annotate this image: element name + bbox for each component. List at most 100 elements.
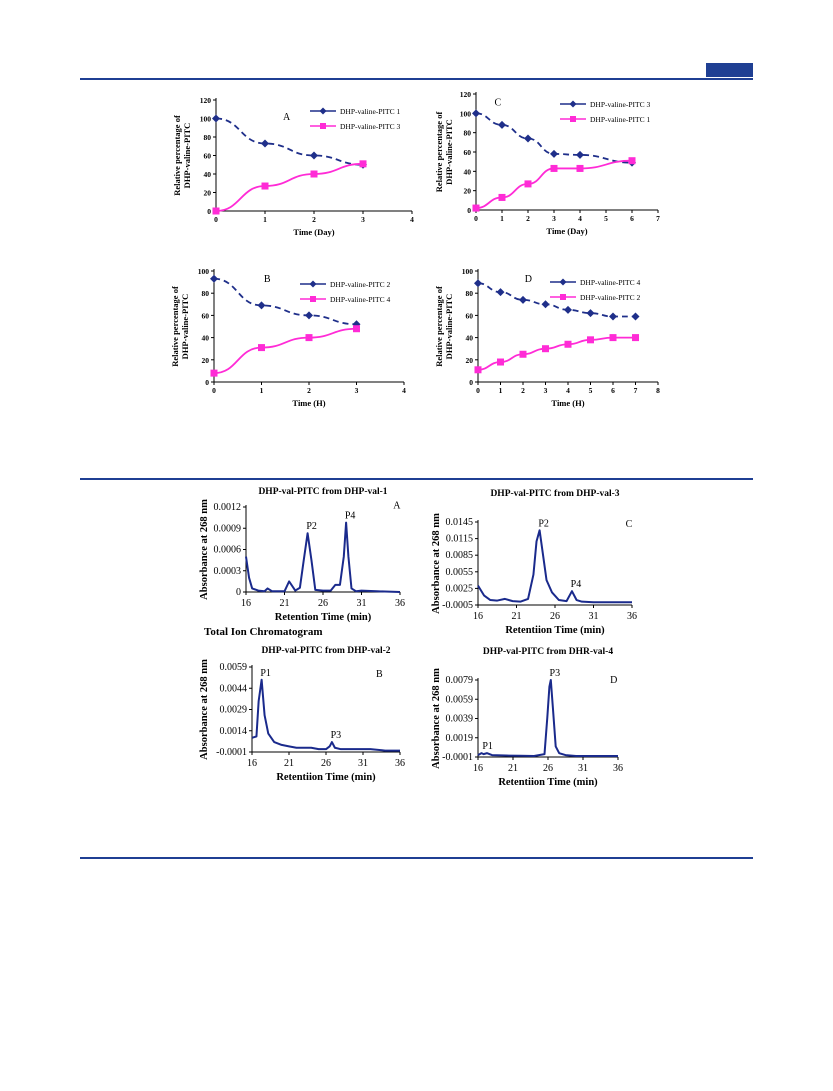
y-tick-label: 40: [464, 167, 472, 176]
series-line-1: [215, 117, 364, 166]
y-tick-label: 40: [466, 334, 474, 343]
x-tick-label: 7: [634, 386, 638, 395]
y-tick-label: 80: [202, 289, 210, 298]
y-tick-label: 80: [204, 133, 212, 142]
panel-label: D: [610, 675, 617, 686]
peak-label: P2: [306, 521, 317, 532]
y-tick-label: 80: [464, 129, 472, 138]
bottom-rule: [80, 857, 753, 859]
y-tick-label: 0: [205, 378, 209, 387]
data-point-square: [587, 336, 594, 344]
y-tick-label: 40: [202, 334, 210, 343]
data-point-diamond: [586, 309, 595, 318]
data-point-square: [632, 334, 639, 342]
legend-label: DHP-valine-PITC 4: [580, 278, 640, 287]
y-tick-label: 60: [202, 311, 210, 320]
panel-label: A: [393, 501, 401, 512]
x-tick-label: 4: [402, 386, 406, 395]
y-tick-label: 0.0059: [446, 694, 474, 705]
panel-label: C: [626, 519, 633, 530]
y-axis-label: Absorbance at 268 nm: [199, 499, 210, 600]
data-point-square: [519, 350, 527, 358]
y-tick-label: -0.0001: [216, 747, 247, 758]
legend-marker: [320, 123, 326, 129]
legend-label: DHP-valine-PITC 4: [330, 295, 390, 304]
x-tick-label: 8: [656, 386, 660, 395]
y-tick-label: 0.0003: [214, 566, 242, 577]
peak-label: P3: [331, 730, 342, 741]
y-tick-label: 20: [202, 356, 210, 365]
y-tick-label: 0.0059: [220, 662, 248, 673]
data-point-square: [359, 160, 367, 168]
data-point-diamond: [212, 114, 220, 123]
legend-marker: [570, 116, 576, 122]
x-tick-label: 21: [280, 598, 290, 609]
x-axis-label: Retentiion Time (min): [276, 772, 376, 783]
data-point-diamond: [631, 312, 640, 321]
x-tick-label: 16: [241, 598, 251, 609]
x-tick-label: 31: [358, 758, 368, 769]
data-point-square: [210, 369, 218, 377]
y-tick-label: 0.0009: [214, 523, 242, 534]
y-axis-label: Relative percentage of: [170, 286, 180, 367]
chart-title: DHP-val-PITC from DHP-val-3: [490, 489, 619, 499]
chromatogram-trace: [251, 678, 400, 752]
data-point-square: [524, 180, 532, 188]
data-point-square: [212, 207, 220, 215]
y-axis-label: DHP-valine-PITC: [180, 294, 190, 360]
x-axis-label: Time (Day): [546, 226, 587, 236]
x-tick-label: 7: [656, 214, 660, 223]
x-tick-label: 5: [604, 214, 608, 223]
x-tick-label: 4: [578, 214, 582, 223]
y-tick-label: 100: [462, 267, 474, 276]
y-tick-label: 120: [200, 96, 212, 105]
data-point-diamond: [474, 279, 482, 288]
y-tick-label: 20: [464, 187, 472, 196]
x-tick-label: 1: [260, 386, 264, 395]
data-point-square: [305, 334, 313, 342]
tic-label: Total Ion Chromatogram: [204, 626, 323, 638]
y-axis-label: DHP-valine-PITC: [444, 119, 454, 185]
data-point-square: [576, 164, 584, 172]
legend-marker: [560, 294, 566, 300]
peak-label: P1: [482, 741, 493, 752]
middle-rule: [80, 478, 753, 480]
x-tick-label: 0: [476, 386, 480, 395]
legend-label: DHP-valine-PITC 2: [330, 280, 390, 289]
y-tick-label: 20: [466, 356, 474, 365]
data-point-square: [310, 170, 318, 178]
data-point-square: [261, 182, 269, 190]
data-point-square: [564, 340, 572, 348]
y-tick-label: 0.0029: [220, 705, 248, 716]
x-tick-label: 26: [318, 598, 328, 609]
peak-label: P2: [538, 518, 549, 529]
y-tick-label: 0.0006: [214, 545, 242, 556]
chromatogram-trace: [245, 521, 401, 593]
series-line-1: [477, 282, 636, 318]
x-axis-label: Retentiion Time (min): [505, 625, 605, 636]
data-point-diamond: [519, 295, 527, 304]
x-axis-label: Retention Time (min): [275, 612, 372, 623]
x-tick-label: 21: [284, 758, 294, 769]
data-point-diamond: [609, 312, 617, 321]
data-point-square: [474, 366, 482, 374]
y-tick-label: -0.0001: [442, 752, 473, 763]
x-tick-label: 6: [611, 386, 615, 395]
data-point-diamond: [257, 301, 266, 310]
data-point-diamond: [310, 151, 318, 160]
data-point-square: [609, 334, 617, 342]
y-tick-label: 0.0085: [446, 550, 474, 561]
chromatogram-c: 16 21 26 31 36 -0.0005 0.0025 0.0055 0.0085 0.011…: [431, 489, 637, 636]
x-axis-label: Retentiion Time (min): [498, 777, 598, 788]
data-point-diamond: [498, 120, 506, 129]
x-tick-label: 36: [395, 598, 405, 609]
data-point-diamond: [541, 300, 550, 309]
data-point-square: [472, 204, 480, 212]
data-point-square: [258, 344, 265, 352]
legend-marker: [310, 296, 316, 302]
x-tick-label: 3: [544, 386, 548, 395]
x-tick-label: 16: [247, 758, 257, 769]
data-point-square: [628, 157, 636, 165]
y-axis-label: DHP-valine-PITC: [444, 294, 454, 360]
